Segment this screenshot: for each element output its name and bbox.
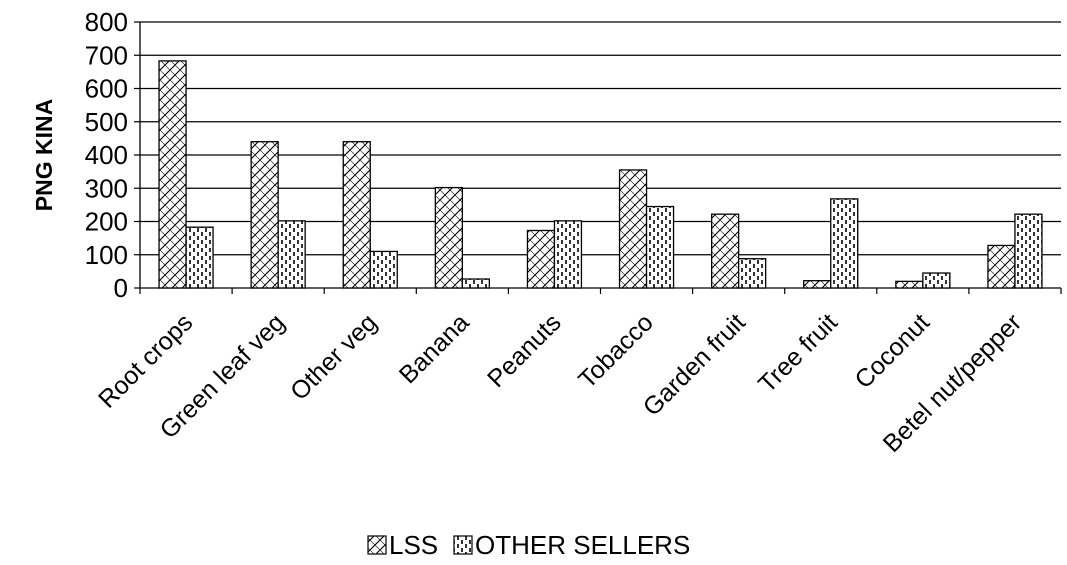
x-tick-label: Banana [394, 308, 475, 389]
y-tick-label: 200 [85, 207, 128, 237]
bar-other-sellers [830, 198, 859, 289]
x-tick-label: Tree fruit [753, 308, 843, 398]
bar-lss [434, 186, 464, 289]
y-tick-label: 800 [85, 7, 128, 37]
bar-other-sellers [645, 205, 675, 289]
bars [158, 60, 1043, 289]
y-tick-label: 0 [114, 273, 128, 303]
legend: LSS OTHER SELLERS [367, 530, 690, 560]
y-tick-label: 600 [85, 74, 128, 104]
bar-other-sellers [922, 272, 951, 289]
legend-label-other-sellers: OTHER SELLERS [475, 530, 690, 560]
bar-lss [342, 141, 371, 289]
bar-other-sellers [1014, 213, 1043, 289]
bar-other-sellers [185, 226, 214, 289]
bar-lss [618, 169, 648, 289]
x-tick-label: Tobacco [573, 308, 659, 394]
bar-lss [158, 60, 187, 289]
bar-lss [250, 141, 279, 289]
bar-lss [711, 213, 740, 289]
bar-other-sellers [461, 278, 491, 289]
bar-lss [526, 229, 556, 289]
bar-lss [803, 280, 832, 289]
bar-lss [987, 244, 1016, 289]
bar-lss [895, 280, 924, 289]
bar-other-sellers [738, 258, 767, 289]
y-tick-label: 400 [85, 140, 128, 170]
y-tick-label: 300 [85, 173, 128, 203]
legend-label-lss: LSS [389, 530, 438, 560]
y-tick-label: 100 [85, 240, 128, 270]
x-tick-label: Peanuts [482, 308, 567, 393]
legend-swatch-other-sellers [453, 535, 473, 555]
bar-other-sellers [277, 220, 306, 289]
x-tick-label: Coconut [849, 308, 935, 394]
bar-other-sellers [369, 250, 398, 289]
y-tick-label: 500 [85, 107, 128, 137]
legend-swatch-lss [367, 535, 387, 555]
y-tick-label: 700 [85, 40, 128, 70]
y-axis-label: PNG KINA [31, 99, 57, 211]
x-tick-label: Other veg [285, 308, 382, 405]
bar-other-sellers [553, 220, 583, 289]
